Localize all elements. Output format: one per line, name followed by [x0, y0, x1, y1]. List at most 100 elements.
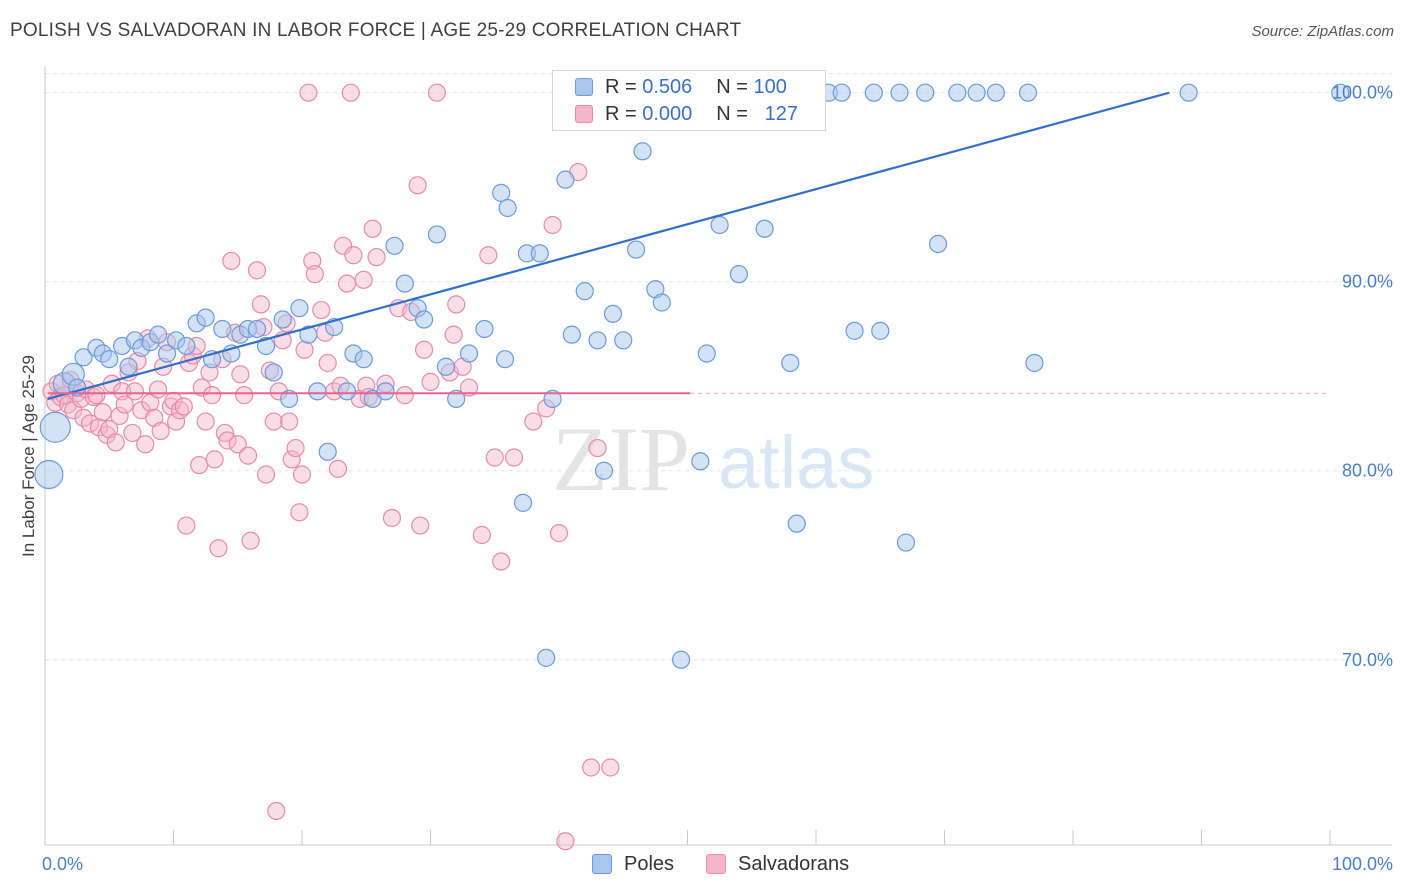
legend-row-salvadorans: R = 0.000 N = 127 — [575, 102, 798, 126]
legend-n-value: 100 — [753, 75, 787, 98]
poles-point — [594, 461, 614, 480]
salvadorans-point — [202, 386, 222, 405]
salvadorans-point — [256, 465, 276, 484]
poles-point — [864, 83, 883, 102]
salvadorans-point — [112, 382, 132, 401]
salvadorans-point — [524, 412, 543, 431]
poles-point — [74, 348, 93, 367]
salvadorans-point — [543, 215, 562, 235]
poles-point — [543, 389, 562, 409]
y-tick-label: 80.0% — [1342, 461, 1393, 481]
poles-legend-swatch — [592, 854, 612, 874]
legend-n-value: 127 — [764, 102, 798, 125]
y-tick-label: 100.0% — [1332, 83, 1393, 103]
salvadorans-point — [479, 246, 498, 265]
poles-point — [832, 83, 851, 102]
salvadorans-point — [299, 83, 318, 102]
poles-point — [967, 83, 986, 102]
poles-point — [280, 389, 299, 409]
poles-point — [290, 299, 309, 318]
salvadorans-legend-label: Salvadorans — [738, 852, 850, 875]
salvadorans-point — [251, 295, 270, 314]
y-tick-label: 90.0% — [1342, 272, 1393, 292]
salvadorans-point — [303, 251, 322, 271]
poles-point — [755, 219, 774, 238]
salvadorans-point — [106, 433, 125, 452]
salvadorans-point — [123, 423, 142, 443]
poles-point — [729, 265, 749, 284]
poles-point — [513, 493, 533, 512]
poles-point — [299, 325, 318, 344]
poles-point — [495, 350, 515, 369]
salvadorans-point — [588, 438, 607, 458]
poles-point — [896, 533, 916, 552]
salvadorans-point — [136, 435, 155, 454]
poles-point — [588, 331, 607, 350]
salvadorans-point — [190, 455, 209, 475]
salvadorans-point — [427, 83, 447, 102]
poles-point — [395, 274, 414, 293]
poles-point — [459, 344, 479, 363]
y-tick-label: 70.0% — [1342, 650, 1393, 670]
poles-point — [273, 310, 292, 329]
salvadorans-point — [87, 386, 106, 405]
poles-point — [475, 319, 494, 339]
poles-point — [633, 142, 652, 161]
salvadorans-point — [485, 448, 504, 467]
poles-point — [354, 350, 373, 369]
salvadorans-point — [411, 516, 430, 535]
salvadorans-point — [421, 372, 440, 391]
salvadorans-point — [205, 450, 224, 469]
salvadorans-point — [341, 83, 360, 102]
poles-point — [948, 83, 967, 102]
salvadorans-point — [556, 832, 575, 851]
salvadorans-point — [582, 758, 601, 777]
poles-point — [498, 198, 517, 218]
poles-point — [256, 336, 276, 356]
poles-point — [119, 357, 138, 376]
poles-point — [385, 236, 404, 255]
gridlines — [45, 73, 1392, 661]
legend-r-value: 0.506 — [642, 75, 693, 98]
salvadorans-point — [241, 531, 260, 550]
salvadorans-point — [218, 431, 237, 450]
poles-point — [213, 319, 232, 339]
watermark: ZIP atlas — [552, 408, 874, 510]
bottom-legend-salvadorans[interactable]: Salvadorans — [706, 851, 849, 877]
salvadorans-point — [222, 251, 241, 271]
salvadorans-point — [192, 378, 211, 397]
salvadorans-point — [472, 525, 491, 545]
poles-point — [652, 293, 671, 312]
poles-point — [1331, 83, 1350, 102]
watermark-zip: ZIP — [552, 408, 690, 510]
watermark-atlas: atlas — [718, 421, 874, 504]
poles-point — [100, 350, 119, 369]
legend-r-label: R = — [605, 102, 637, 125]
salvadorans-point — [125, 382, 145, 401]
source-label: Source: ZipAtlas.com — [1251, 23, 1394, 40]
poles-point — [447, 389, 466, 409]
poles-point — [308, 382, 327, 401]
poles-point — [436, 357, 456, 376]
salvadorans-point — [228, 435, 247, 454]
bottom-legend-poles[interactable]: Poles — [592, 851, 674, 877]
poles-point — [691, 452, 710, 471]
salvadorans-point — [177, 516, 196, 535]
salvadorans-point — [80, 414, 100, 433]
poles-point — [575, 282, 594, 301]
salvadorans-point — [363, 219, 382, 238]
poles-point — [986, 83, 1006, 102]
salvadorans-point — [601, 758, 620, 777]
poles-point — [264, 363, 283, 382]
salvadorans-point — [344, 246, 363, 265]
salvadorans-point — [447, 295, 466, 314]
salvadorans-point — [549, 524, 569, 543]
chart-title: POLISH VS SALVADORAN IN LABOR FORCE | AG… — [10, 20, 742, 41]
poles-point — [39, 411, 71, 443]
poles-point — [148, 325, 168, 344]
salvadorans-point — [305, 265, 324, 284]
legend-r-label: R = — [605, 75, 637, 98]
salvadorans-point — [286, 438, 305, 458]
salvadorans-point — [264, 412, 283, 431]
correlation-legend: R = 0.506 N = 100 R = 0.000 N = 127 — [552, 70, 826, 131]
